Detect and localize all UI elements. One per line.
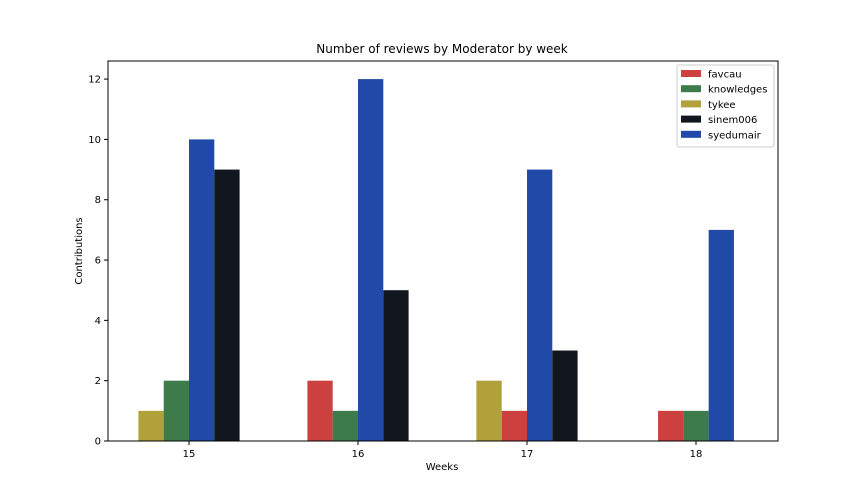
y-tick-label: 12	[88, 75, 101, 86]
bar-knowledges-week-16	[332, 410, 358, 441]
bar-tykee-week-17	[476, 380, 502, 441]
bar-syedumair-week-16	[358, 79, 384, 441]
x-tick-label: 16	[352, 449, 365, 460]
bar-sinem006-week-16	[383, 290, 409, 441]
legend-swatch-syedumair	[681, 130, 701, 138]
bar-syedumair-week-18	[708, 229, 734, 441]
y-tick-label: 8	[95, 195, 101, 206]
y-axis: 0 2 4 6 8 10 12	[88, 75, 108, 448]
bars-group	[138, 79, 734, 441]
legend-label-sinem006: sinem006	[708, 115, 757, 126]
bar-knowledges-week-15	[163, 380, 189, 441]
bar-sinem006-week-15	[214, 169, 240, 441]
bar-favcau-week-18	[658, 410, 684, 441]
bar-syedumair-week-15	[189, 139, 215, 441]
legend-swatch-tykee	[681, 100, 701, 108]
legend-swatch-knowledges	[681, 85, 701, 93]
legend-label-syedumair: syedumair	[708, 130, 762, 141]
legend-swatch-favcau	[681, 70, 701, 77]
bar-syedumair-week-17	[527, 169, 553, 441]
bar-knowledges-week-18	[683, 410, 709, 441]
legend-swatch-sinem006	[681, 115, 701, 123]
bar-favcau-week-16	[307, 380, 333, 441]
x-axis-label: Weeks	[426, 462, 459, 473]
x-tick-label: 17	[521, 449, 534, 460]
legend-label-tykee: tykee	[708, 100, 736, 111]
y-tick-label: 6	[95, 256, 101, 267]
bar-sinem006-week-17	[552, 350, 578, 441]
y-axis-label: Contributions	[74, 217, 85, 284]
bar-favcau-week-17	[501, 410, 527, 441]
chart-title: Number of reviews by Moderator by week	[316, 42, 568, 56]
x-axis: 15 16 17 18	[183, 441, 703, 460]
y-tick-label: 2	[95, 376, 101, 387]
bar-tykee-week-15	[138, 410, 164, 441]
y-tick-label: 10	[88, 135, 101, 146]
x-tick-label: 18	[690, 449, 703, 460]
legend-label-favcau: favcau	[708, 70, 742, 81]
y-tick-label: 0	[95, 437, 101, 448]
legend-frame	[676, 64, 775, 148]
plot-frame	[107, 60, 779, 442]
legend: favcau knowledges tykee sinem006 syedumair	[676, 64, 775, 148]
legend-label-knowledges: knowledges	[708, 85, 767, 96]
x-tick-label: 15	[183, 449, 196, 460]
y-tick-label: 4	[95, 316, 101, 327]
